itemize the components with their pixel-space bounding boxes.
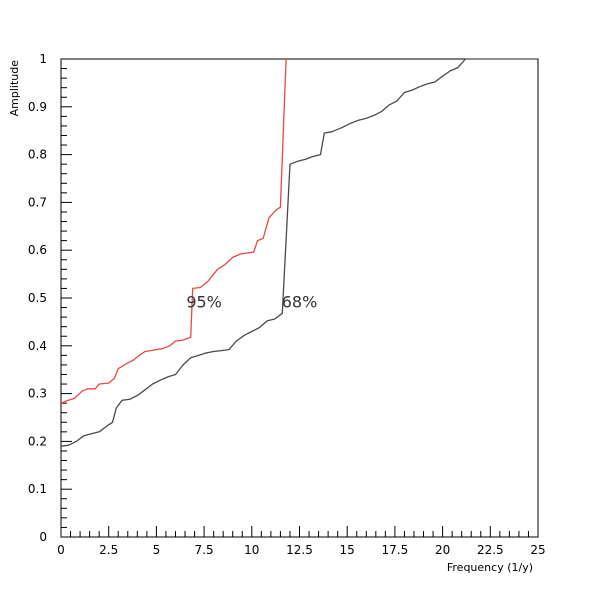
x-tick-label: 12.5 [286,543,313,557]
y-tick-label: 0.1 [28,482,47,496]
y-tick-label: 0.3 [28,387,47,401]
y-tick-label: 0.7 [28,195,47,209]
x-tick-label: 15 [340,543,355,557]
x-tick-label: 22.5 [477,543,504,557]
x-tick-labels: 0 2.5 5 7.5 10 12.5 15 17.5 20 22.5 25 [57,543,545,557]
y-tick-label: 0.6 [28,243,47,257]
y-tick-label: 0.9 [28,100,47,114]
series-line-2 [60,58,538,447]
x-tick-label: 0 [57,543,65,557]
x-tick-label: 7.5 [195,543,214,557]
annotation-label: 95% [186,293,222,312]
x-tick-label: 17.5 [382,543,409,557]
series-layer [60,58,538,447]
y-tick-label: 1 [39,52,47,66]
annotation-label: 68% [282,293,318,312]
x-tick-label: 5 [153,543,161,557]
y-tick-label: 0.4 [28,339,47,353]
x-tick-label: 20 [435,543,450,557]
y-tick-label: 0.5 [28,291,47,305]
y-tick-labels: 0 0.1 0.2 0.3 0.4 0.5 0.6 0.7 0.8 0.9 1 [28,52,47,544]
annotation-layer: 95% 68% [186,293,317,312]
y-axis-title: Amplitude [8,60,21,117]
y-tick-label: 0.2 [28,434,47,448]
x-tick-label: 10 [244,543,259,557]
y-tick-label: 0 [39,530,47,544]
x-axis-title: Frequency (1/y) [447,561,533,574]
series-line-1 [60,58,287,404]
y-tick-label: 0.8 [28,148,47,162]
x-tick-label: 25 [530,543,545,557]
tick-marks [60,58,539,538]
x-tick-label: 2.5 [99,543,118,557]
